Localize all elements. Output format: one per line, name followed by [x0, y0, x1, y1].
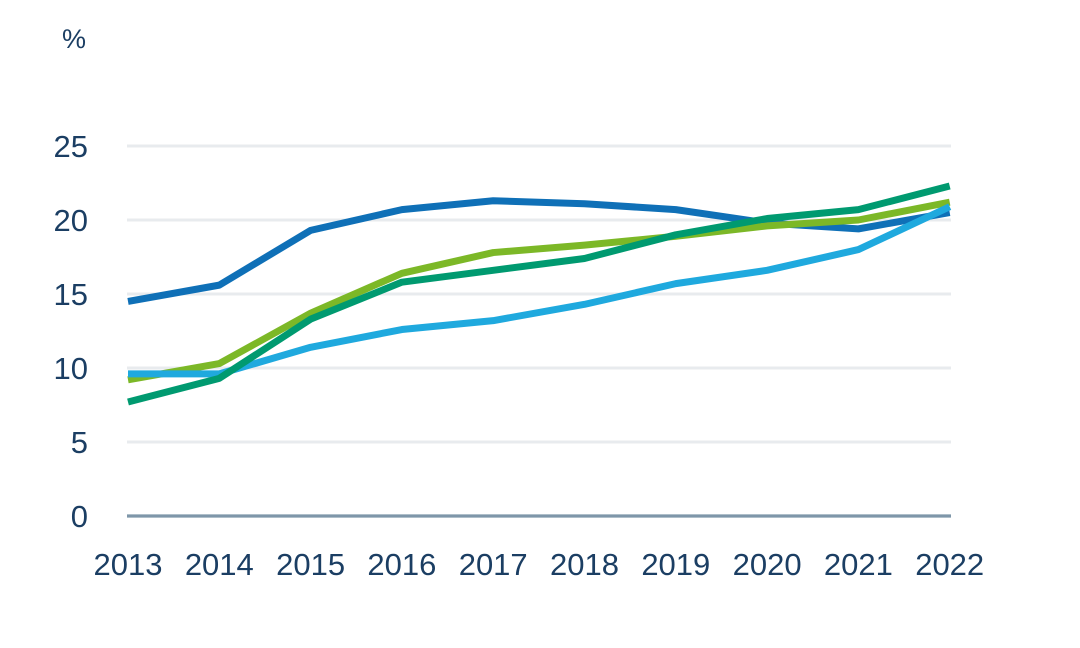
x-tick-label-2015: 2015: [276, 547, 345, 582]
x-tick-label-2022: 2022: [915, 547, 984, 582]
y-tick-label-25: 25: [54, 129, 88, 164]
x-tick-label-2014: 2014: [185, 547, 254, 582]
x-tick-label-2021: 2021: [824, 547, 893, 582]
axis-labels: % 0 5 10 15 20 25 2013 2014 2015 2016 2017 2018 2019…: [54, 24, 985, 582]
y-tick-label-0: 0: [71, 499, 88, 534]
y-tick-label-20: 20: [54, 203, 88, 238]
gridlines: [127, 144, 951, 518]
line-lime-green: [127, 198, 951, 384]
y-tick-label-10: 10: [54, 351, 88, 386]
line-light-blue: [128, 203, 952, 378]
x-tick-label-2018: 2018: [550, 547, 619, 582]
y-axis-unit-label: %: [62, 24, 86, 54]
x-tick-label-2020: 2020: [733, 547, 802, 582]
chart-lines: [127, 182, 952, 406]
line-dark-green: [127, 182, 951, 406]
x-tick-label-2019: 2019: [641, 547, 710, 582]
y-tick-label-15: 15: [54, 277, 88, 312]
x-tick-label-2017: 2017: [459, 547, 528, 582]
x-tick-label-2013: 2013: [94, 547, 163, 582]
x-tick-label-2016: 2016: [367, 547, 436, 582]
y-tick-label-5: 5: [71, 425, 88, 460]
